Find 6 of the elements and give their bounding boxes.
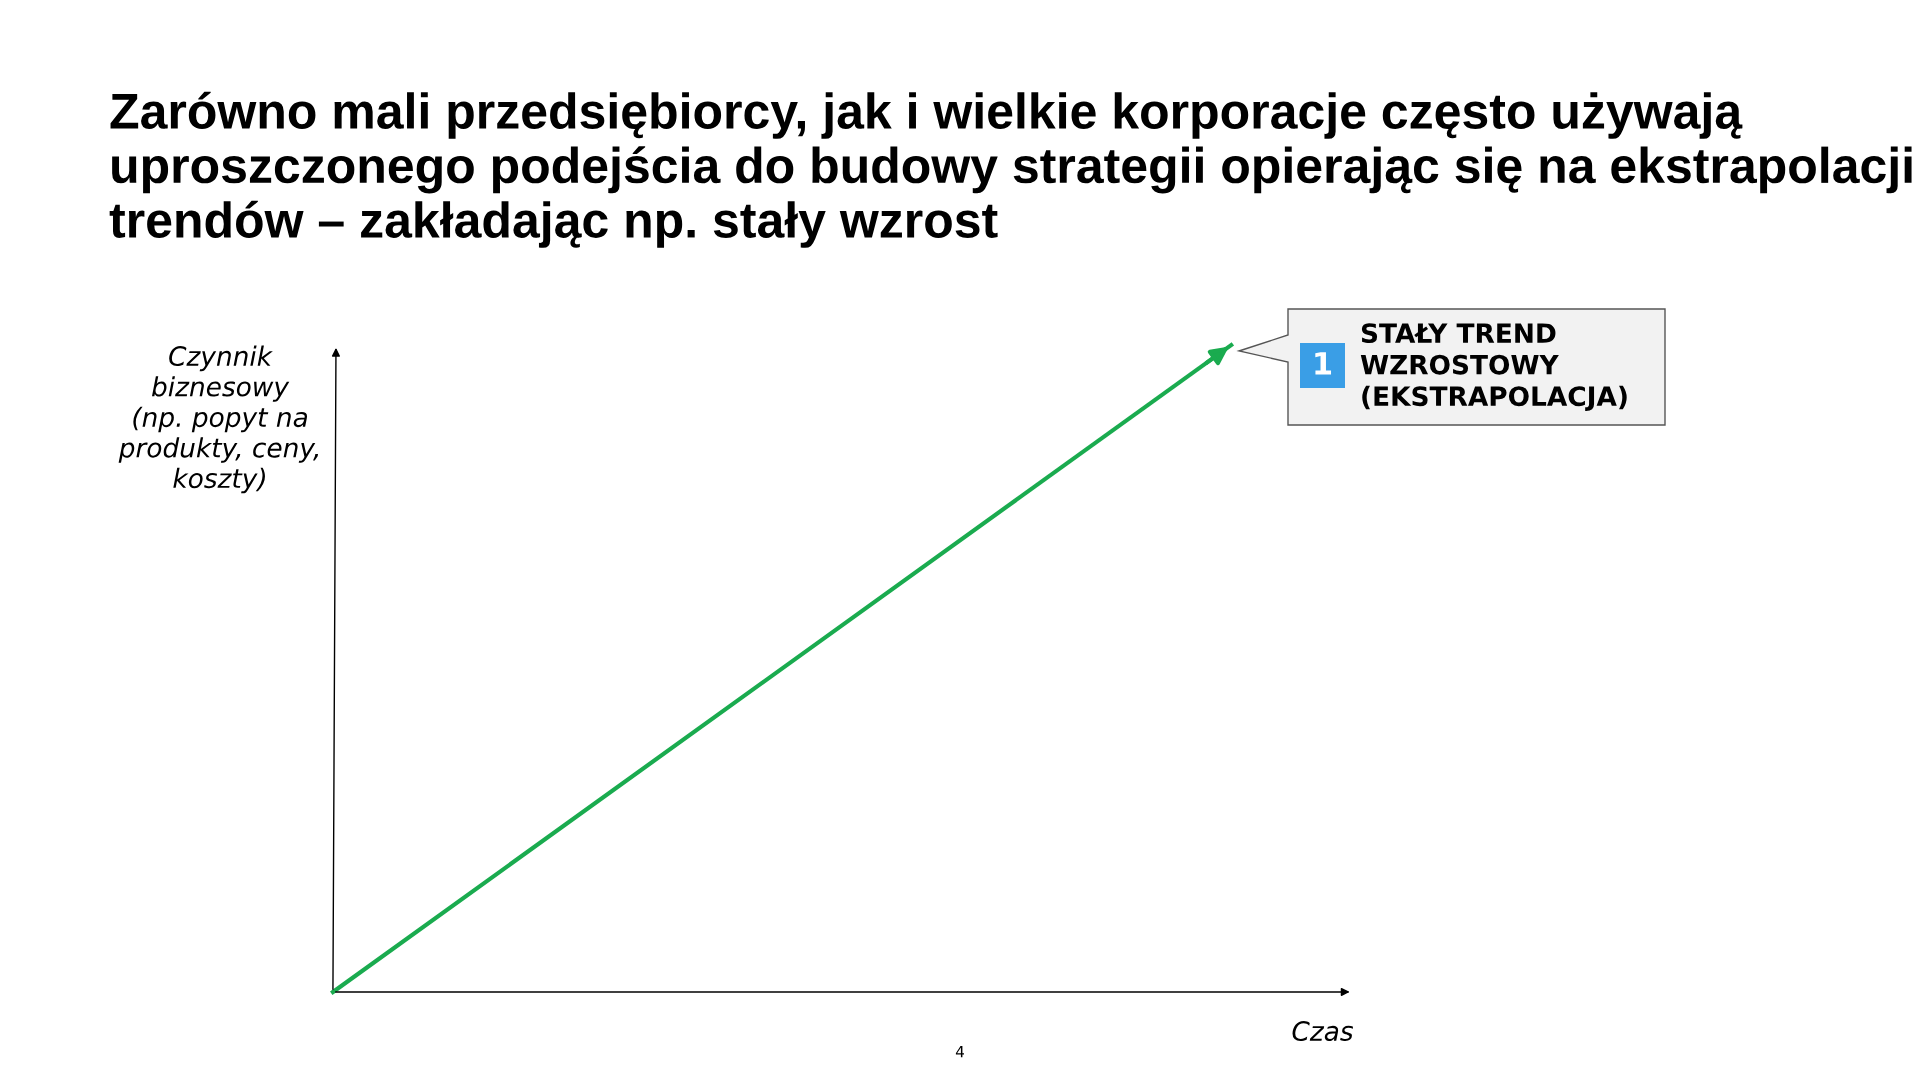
x-axis-title: Czas	[1292, 1021, 1354, 1042]
annotation: 1	[1315, 352, 1332, 375]
y-axis-title: Czynnik biznesowy (np. popyt na produkty, ceny, koszty)	[118, 345, 319, 494]
annotation: STAŁY TREND WZROSTOWY (EKSTRAPOLACJA)	[1360, 323, 1627, 412]
text: 4	[955, 1046, 964, 1058]
chart-title: Zarówno mali przedsiębiorcy, jak i wielkie korporacje często używają uproszczonego podejścia do budowy strategii opierając się na ekstrapolacji trendów – zakładając np. stały wzrost	[109, 91, 1912, 248]
